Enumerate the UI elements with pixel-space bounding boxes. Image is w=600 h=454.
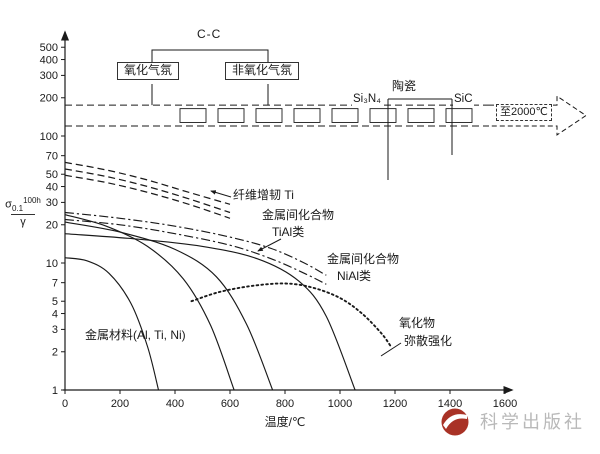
- y-tick-label: 300: [40, 70, 58, 82]
- band-extension-arrow: [489, 95, 587, 136]
- intermetallic-tial-label-line1: 金属间化合物: [262, 208, 335, 222]
- fiber-ti-pointer: [210, 190, 232, 198]
- fraction-bar: [11, 214, 35, 216]
- cc-band-box: [331, 108, 359, 123]
- y-tick-label: 7: [52, 277, 58, 289]
- y-tick-label: 200: [40, 93, 58, 105]
- x-tick-label: 800: [276, 398, 294, 410]
- y-tick-label: 1: [52, 385, 58, 397]
- x-tick-label: 600: [221, 398, 239, 410]
- y-tick-label: 400: [40, 54, 58, 66]
- sic-label: SiC: [453, 93, 474, 107]
- cc-bracket: [151, 49, 269, 64]
- cc-band-box: [445, 108, 473, 123]
- fiber-toughened-ti-label: 纤维增韧 Ti: [233, 188, 294, 202]
- curve-series-8: [64, 221, 274, 391]
- x-tick-label: 0: [62, 398, 68, 410]
- x-tick-label: 1000: [328, 398, 352, 410]
- curve-series-9: [64, 233, 356, 391]
- y-tick-label: 30: [46, 197, 58, 209]
- y-axis-label-denominator: γ: [20, 216, 26, 229]
- curve-series-2: [64, 174, 231, 219]
- y-tick-label: 40: [46, 181, 58, 193]
- x-tick-label: 1600: [493, 398, 517, 410]
- curve-series-3: [64, 211, 327, 276]
- to-2000c-label: 至2000℃: [496, 104, 552, 121]
- x-tick-label: 200: [111, 398, 129, 410]
- curve-series-6: [64, 257, 160, 391]
- curve-series-1: [64, 168, 231, 214]
- oxide-dispersion-label-line2: 弥散强化: [404, 334, 453, 348]
- y-tick-label: 100: [40, 131, 58, 143]
- oxide-dispersion-label-line1: 氧化物: [399, 316, 436, 330]
- cc-band-box: [255, 108, 283, 123]
- cc-band-box: [179, 108, 207, 123]
- intermetallic-nial-label-line1: 金属间化合物: [327, 252, 400, 266]
- y-axis-label-numerator: σ0.1100h: [5, 196, 41, 213]
- y-axis-label: σ0.1100h γ: [2, 196, 44, 229]
- x-axis-label: 温度/℃: [264, 415, 306, 429]
- curve-series-4: [64, 218, 327, 285]
- metallic-materials-label: 金属材料(Al, Ti, Ni): [85, 328, 186, 342]
- ods-pointer: [380, 342, 402, 357]
- y-tick-label: 20: [46, 220, 58, 232]
- x-tick-label: 1400: [438, 398, 462, 410]
- cc-band-box: [217, 108, 245, 123]
- x-tick-label: 400: [166, 398, 184, 410]
- publisher-watermark: 科学出版社: [438, 404, 585, 438]
- cc-band-box: [293, 108, 321, 123]
- y-tick-label: 70: [46, 150, 58, 162]
- ceramics-label: 陶瓷: [392, 79, 417, 93]
- curve-series-0: [64, 161, 231, 205]
- publisher-logo-icon: [441, 408, 469, 436]
- cc-composite-label: C-C: [197, 27, 222, 41]
- y-tick-label: 5: [52, 296, 58, 308]
- y-tick-label: 2: [52, 347, 58, 359]
- tial-pointer: [257, 238, 282, 252]
- curve-series-5: [190, 282, 392, 348]
- curve-series-7: [64, 214, 235, 391]
- cc-band-box: [369, 108, 397, 123]
- y-tick-label: 50: [46, 169, 58, 181]
- publisher-name: 科学出版社: [480, 412, 585, 432]
- cc-band-box: [407, 108, 435, 123]
- intermetallic-nial-label-line2: NiAl类: [337, 269, 372, 283]
- y-tick-label: 3: [52, 324, 58, 336]
- intermetallic-tial-label-line2: TiAl类: [272, 225, 305, 239]
- si3n4-label: Si₃N₄: [352, 93, 382, 107]
- y-tick-label: 500: [40, 42, 58, 54]
- y-tick-label: 4: [52, 308, 58, 320]
- oxidizing-atmosphere-label: 氧化气氛: [117, 62, 180, 80]
- y-tick-label: 10: [46, 258, 58, 270]
- x-tick-label: 1200: [383, 398, 407, 410]
- non-oxidizing-atmosphere-label: 非氧化气氛: [225, 62, 300, 80]
